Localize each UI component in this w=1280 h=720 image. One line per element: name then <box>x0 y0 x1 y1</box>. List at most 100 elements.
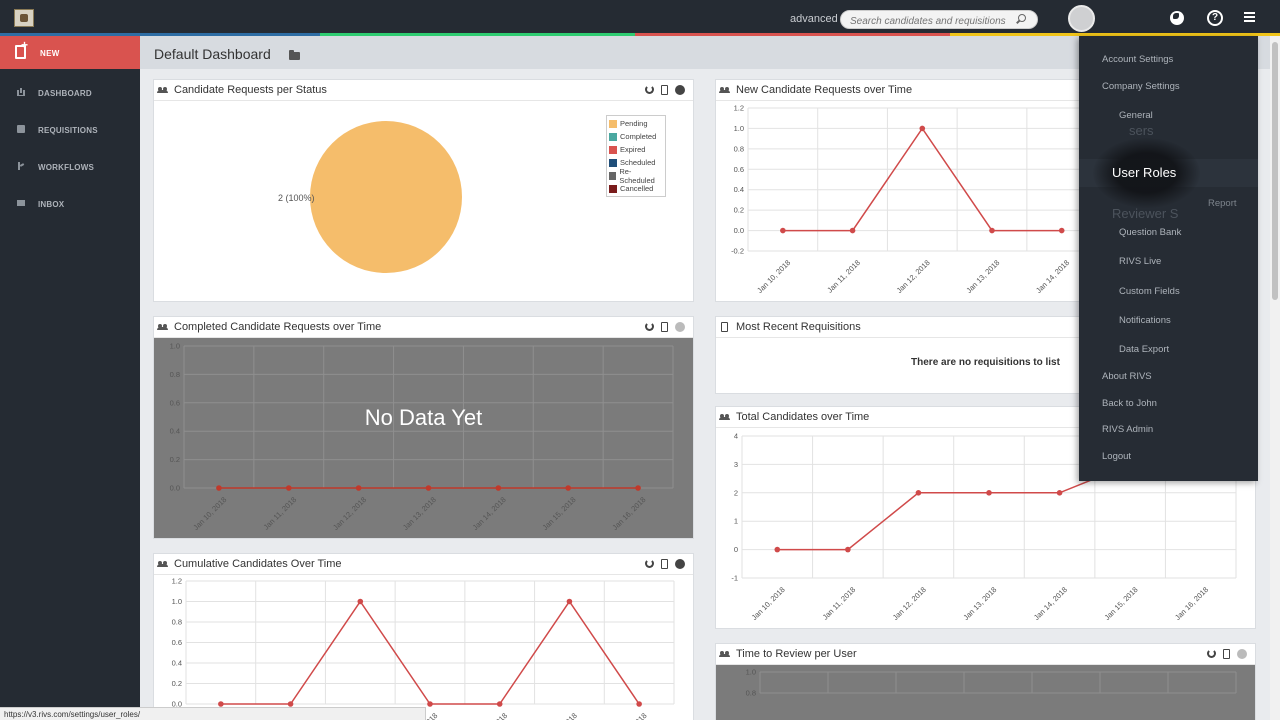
x-tick-label: Jan 13, 2018 <box>964 258 1001 295</box>
export-icon[interactable] <box>661 85 668 95</box>
menu-item-rivs-live[interactable]: RIVS Live <box>1119 256 1162 267</box>
menu-item-custom-fields[interactable]: Custom Fields <box>1119 286 1180 297</box>
legend-item[interactable]: Cancelled <box>609 182 663 195</box>
data-point[interactable] <box>780 227 786 234</box>
menu-item-notifications[interactable]: Notifications <box>1119 315 1171 326</box>
data-point[interactable] <box>845 546 851 553</box>
sidebar-item-label: INBOX <box>38 200 65 209</box>
x-tick-label: Jan 13, 2018 <box>961 585 998 622</box>
legend-label: Completed <box>620 132 657 141</box>
sidebar-item-dashboard[interactable]: DASHBOARD <box>0 81 140 105</box>
menu-item-company-settings[interactable]: Company Settings <box>1102 81 1180 92</box>
refresh-icon[interactable] <box>1207 649 1216 658</box>
menu-item-rivs-admin[interactable]: RIVS Admin <box>1102 424 1154 435</box>
refresh-icon[interactable] <box>645 559 654 568</box>
y-tick-label: 1.2 <box>734 104 744 113</box>
no-data-message: No Data Yet <box>364 405 483 430</box>
data-point[interactable] <box>989 227 995 234</box>
data-point[interactable] <box>566 598 573 605</box>
x-tick-label: Jan 13, 2018 <box>401 495 438 532</box>
x-tick-label: Jan 11, 2018 <box>821 585 858 622</box>
data-point[interactable] <box>216 485 222 491</box>
data-point[interactable] <box>565 485 572 491</box>
export-icon[interactable] <box>661 322 668 332</box>
data-point[interactable] <box>357 598 364 605</box>
menu-item-user-roles[interactable]: User Roles <box>1112 165 1177 180</box>
folder-icon[interactable] <box>289 50 300 60</box>
data-point[interactable] <box>915 490 922 496</box>
gear-icon[interactable] <box>675 85 685 95</box>
data-point[interactable] <box>495 485 502 491</box>
panel-title: Completed Candidate Requests over Time <box>174 321 382 333</box>
menu-item-users-ghost: sers <box>1129 123 1154 138</box>
data-point[interactable] <box>496 701 503 707</box>
clipboard-icon <box>721 322 728 332</box>
refresh-icon[interactable] <box>645 322 654 331</box>
data-point[interactable] <box>986 490 992 496</box>
sidebar-item-inbox[interactable]: INBOX <box>0 192 140 216</box>
legend-item[interactable]: Re-Scheduled <box>609 167 663 185</box>
panel-header: New Candidate Requests over Time <box>716 80 1255 101</box>
page-scrollbar[interactable] <box>1270 36 1280 720</box>
menu-item-reviewer-ghost: Reviewer S <box>1112 206 1179 221</box>
data-point[interactable] <box>635 485 641 491</box>
legend-label: Scheduled <box>620 158 656 167</box>
search-box[interactable] <box>840 10 1038 30</box>
menu-item-general[interactable]: General <box>1119 110 1153 121</box>
menu-item-question-bank[interactable]: Question Bank <box>1119 227 1182 238</box>
menu-item-account-settings[interactable]: Account Settings <box>1102 54 1174 65</box>
legend-item[interactable]: Scheduled <box>609 156 663 169</box>
sidebar-item-requisitions[interactable]: REQUISITIONS <box>0 118 140 142</box>
sidebar: NEW DASHBOARD REQUISITIONS WORKFLOWS INB… <box>0 36 140 720</box>
legend-item[interactable]: Pending <box>609 117 663 130</box>
legend-item[interactable]: Expired <box>609 143 663 156</box>
data-point[interactable] <box>425 485 432 491</box>
y-tick-label: 0.6 <box>172 638 182 647</box>
data-point[interactable] <box>919 125 926 132</box>
data-point[interactable] <box>427 701 433 707</box>
legend-swatch <box>609 184 617 193</box>
data-point[interactable] <box>849 227 856 234</box>
panel-title: Total Candidates over Time <box>736 411 870 423</box>
search-icon[interactable] <box>1018 14 1026 22</box>
menu-item-about-rivs[interactable]: About RIVS <box>1102 371 1152 382</box>
panel-requests-per-status: Candidate Requests per Status 2 (100%) P… <box>153 79 694 302</box>
x-tick-label: Jan 12, 2018 <box>895 258 932 295</box>
data-point[interactable] <box>1058 227 1065 234</box>
help-icon[interactable]: ? <box>1207 10 1223 26</box>
data-point[interactable] <box>774 546 781 553</box>
users-icon <box>719 651 730 657</box>
globe-icon[interactable] <box>1170 11 1184 25</box>
new-button[interactable]: NEW <box>0 36 140 69</box>
legend-item[interactable]: Completed <box>609 130 663 143</box>
data-point[interactable] <box>218 701 224 707</box>
data-point[interactable] <box>355 485 362 491</box>
data-point[interactable] <box>636 701 642 707</box>
gear-icon[interactable] <box>675 559 685 569</box>
export-icon[interactable] <box>1223 649 1230 659</box>
y-tick-label: 0.4 <box>170 427 180 436</box>
y-tick-label: 1.0 <box>172 597 182 606</box>
y-tick-label: 0 <box>734 545 738 554</box>
menu-item-logout[interactable]: Logout <box>1102 451 1132 462</box>
refresh-icon[interactable] <box>645 85 654 94</box>
data-point[interactable] <box>1056 490 1063 496</box>
company-logo[interactable] <box>14 9 34 27</box>
new-label: NEW <box>40 49 60 58</box>
scrollbar-thumb[interactable] <box>1272 42 1278 300</box>
search-input[interactable] <box>841 13 1011 30</box>
data-point[interactable] <box>285 485 292 491</box>
advanced-search-link[interactable]: advanced <box>790 13 838 25</box>
line-chart-time-to-review: 1.0 0.8 <box>746 668 1237 698</box>
menu-item-data-export[interactable]: Data Export <box>1119 344 1170 355</box>
export-icon[interactable] <box>661 559 668 569</box>
menu-item-back-to-john[interactable]: Back to John <box>1102 398 1157 409</box>
data-point[interactable] <box>287 701 294 707</box>
pie-slice-pending[interactable] <box>310 121 462 273</box>
panel-header: Candidate Requests per Status <box>154 80 693 101</box>
x-tick-label: Jan 12, 2018 <box>331 495 368 532</box>
sidebar-item-workflows[interactable]: WORKFLOWS <box>0 155 140 179</box>
avatar[interactable] <box>1068 5 1095 32</box>
legend-label: Expired <box>620 145 646 154</box>
hamburger-menu-icon[interactable] <box>1244 12 1255 23</box>
